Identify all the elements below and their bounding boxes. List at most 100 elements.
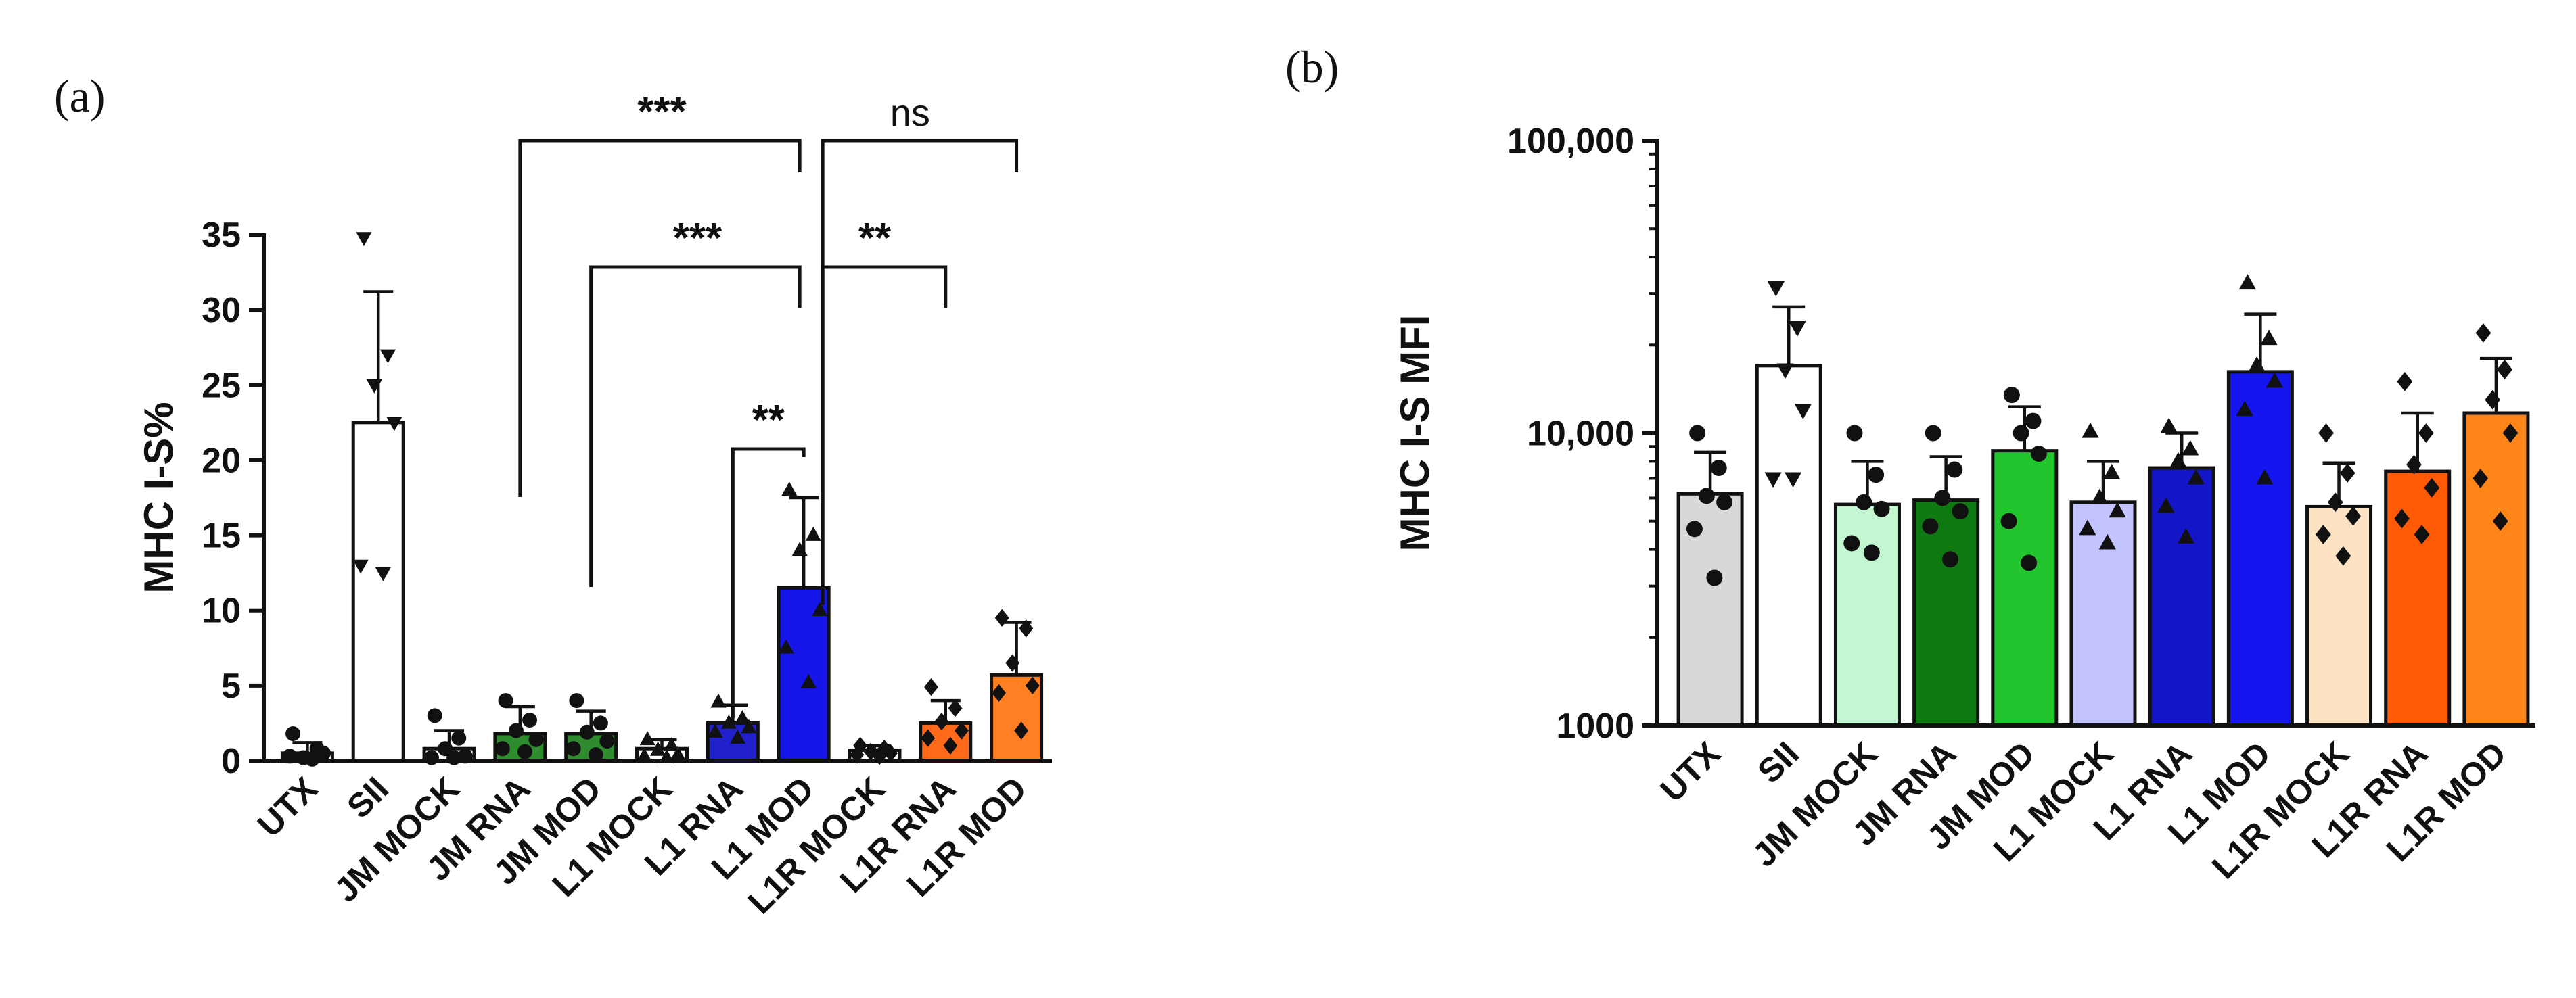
y-tick-label: 1000 bbox=[1556, 707, 1634, 746]
data-point-l1-mod bbox=[805, 526, 821, 541]
data-point-l1-mock bbox=[2079, 519, 2096, 536]
data-point-jm-rna bbox=[495, 741, 510, 757]
data-point-jm-mod bbox=[2021, 554, 2038, 571]
bar-l1-mock bbox=[2069, 500, 2137, 728]
y-tick-label: 25 bbox=[202, 366, 241, 405]
significance-bracket bbox=[821, 139, 1019, 605]
data-point-jm-rna bbox=[1946, 461, 1963, 478]
data-point-jm-rna bbox=[528, 732, 544, 747]
data-point-sii bbox=[375, 567, 391, 581]
data-point-l1r-rna bbox=[2418, 423, 2434, 443]
data-point-l1-mock bbox=[636, 747, 653, 762]
y-tick-label: 0 bbox=[221, 742, 241, 781]
data-point-l1-rna bbox=[729, 730, 745, 744]
data-point-l1-mock bbox=[639, 731, 656, 746]
data-point-jm-rna bbox=[1952, 503, 1969, 520]
data-point-l1r-mod bbox=[1005, 654, 1020, 672]
data-point-jm-mod bbox=[2013, 425, 2029, 442]
data-point-l1r-mock bbox=[2315, 525, 2331, 544]
data-point-l1-mock bbox=[670, 746, 686, 761]
y-tick-label: 10 bbox=[202, 592, 241, 631]
data-point-l1-mock bbox=[2109, 502, 2126, 518]
data-point-sii bbox=[1789, 321, 1806, 337]
y-tick-label: 100,000 bbox=[1507, 122, 1634, 161]
data-point-utx bbox=[1710, 460, 1727, 477]
data-point-jm-mod bbox=[566, 741, 581, 757]
significance-bracket bbox=[518, 139, 802, 497]
data-point-jm-mock bbox=[423, 750, 439, 765]
data-point-jm-mod bbox=[569, 693, 584, 709]
data-point-jm-rna bbox=[517, 744, 532, 759]
data-point-l1r-mod bbox=[2485, 389, 2501, 410]
data-point-sii bbox=[356, 232, 372, 247]
bar-l1-mod bbox=[2226, 370, 2294, 728]
data-point-sii bbox=[1776, 363, 1794, 379]
bar-jm-mock bbox=[1833, 502, 1901, 728]
data-point-l1r-mock bbox=[853, 736, 868, 755]
data-point-jm-mock bbox=[427, 708, 442, 723]
data-point-jm-mod bbox=[2030, 446, 2047, 462]
data-point-l1-rna bbox=[707, 723, 723, 738]
data-point-jm-mod bbox=[588, 747, 603, 763]
data-point-l1r-mock bbox=[2318, 423, 2334, 443]
data-point-l1-mock bbox=[2091, 488, 2109, 504]
data-point-l1-mod bbox=[781, 481, 798, 496]
category-label-utx: UTX bbox=[250, 769, 325, 844]
bar-sii bbox=[351, 421, 405, 763]
significance-label: *** bbox=[637, 89, 687, 135]
y-tick-label: 5 bbox=[221, 667, 241, 706]
data-point-l1r-mod bbox=[992, 684, 1006, 703]
data-point-sii bbox=[1794, 404, 1812, 420]
data-point-l1-rna bbox=[2169, 452, 2187, 468]
data-point-l1r-mock bbox=[2339, 463, 2355, 483]
data-point-l1-rna bbox=[734, 710, 751, 725]
data-point-l1-mock bbox=[2082, 422, 2099, 438]
y-tick-label: 20 bbox=[202, 441, 241, 480]
data-point-l1r-mod bbox=[2472, 469, 2489, 488]
data-point-l1-mock bbox=[2098, 533, 2116, 550]
y-tick-label: 15 bbox=[202, 517, 241, 556]
significance-label: ** bbox=[858, 215, 892, 262]
data-point-jm-rna bbox=[508, 723, 524, 738]
bar-l1r-rna bbox=[2384, 469, 2452, 728]
data-point-sii bbox=[366, 379, 382, 394]
data-point-l1-rna bbox=[2177, 527, 2195, 544]
bar-l1-rna bbox=[2148, 466, 2215, 728]
data-point-jm-rna bbox=[1925, 425, 1941, 442]
data-point-l1-mod bbox=[2236, 400, 2253, 417]
data-point-l1-mock bbox=[2103, 463, 2121, 479]
data-point-jm-rna bbox=[1922, 518, 1939, 535]
data-point-l1-mock bbox=[650, 741, 666, 756]
bar-sii bbox=[1755, 364, 1822, 728]
data-point-l1-mod bbox=[2266, 372, 2284, 388]
data-point-jm-rna bbox=[498, 693, 513, 709]
significance-label: ** bbox=[752, 397, 785, 444]
data-point-jm-rna bbox=[1941, 551, 1958, 568]
data-point-l1r-mod bbox=[2497, 360, 2512, 379]
y-tick-label: 35 bbox=[202, 216, 241, 255]
data-point-jm-mod bbox=[2003, 387, 2020, 404]
data-point-utx bbox=[1689, 425, 1706, 442]
data-point-jm-rna bbox=[1934, 490, 1951, 506]
data-point-l1-mod bbox=[2256, 469, 2274, 485]
data-point-jm-rna bbox=[522, 712, 538, 728]
data-point-sii bbox=[1784, 472, 1802, 488]
data-point-l1-rna bbox=[2160, 417, 2178, 433]
data-point-l1-rna bbox=[2187, 469, 2205, 485]
data-point-utx bbox=[1716, 494, 1733, 510]
data-point-l1r-mod bbox=[2492, 511, 2508, 531]
y-axis-title: MHC I-S MFI bbox=[1392, 315, 1438, 552]
data-point-l1-rna bbox=[2182, 439, 2199, 456]
data-point-jm-mock bbox=[1846, 425, 1863, 442]
data-point-jm-mod bbox=[579, 724, 595, 740]
data-point-l1r-rna bbox=[2406, 454, 2422, 475]
data-point-utx bbox=[1686, 521, 1703, 538]
data-point-jm-mod bbox=[2000, 513, 2017, 529]
bar-l1-mod bbox=[777, 586, 831, 763]
category-label-sii: SII bbox=[340, 769, 396, 826]
data-point-l1r-rna bbox=[2397, 371, 2413, 391]
data-point-jm-mock bbox=[1856, 494, 1872, 510]
significance-label: ns bbox=[890, 91, 930, 134]
